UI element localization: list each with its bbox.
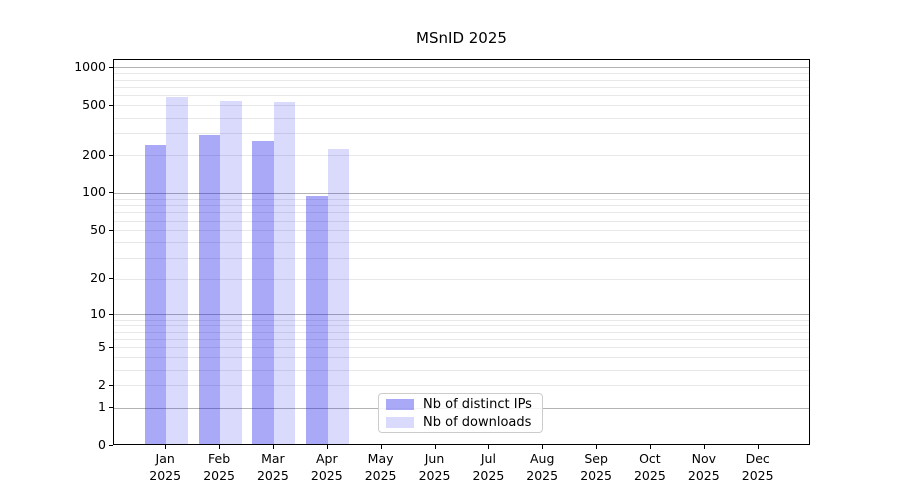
x-tick-mark bbox=[542, 445, 544, 449]
y-tick-label: 100 bbox=[82, 184, 106, 199]
x-tick-mark bbox=[757, 445, 759, 449]
minor-gridline bbox=[114, 118, 809, 119]
legend-item-distinct-ips: Nb of distinct IPs bbox=[386, 397, 542, 412]
minor-gridline bbox=[114, 80, 809, 81]
minor-gridline bbox=[114, 370, 809, 371]
minor-gridline bbox=[114, 205, 809, 206]
minor-gridline bbox=[114, 105, 809, 106]
legend-label-distinct-ips: Nb of distinct IPs bbox=[423, 396, 532, 412]
x-tick-mark bbox=[165, 445, 167, 449]
y-tick-mark bbox=[109, 230, 113, 231]
minor-gridline bbox=[114, 347, 809, 348]
chart-title: MSnID 2025 bbox=[416, 29, 507, 47]
y-tick-label: 200 bbox=[82, 147, 106, 162]
minor-gridline bbox=[114, 133, 809, 134]
minor-gridline bbox=[114, 258, 809, 259]
x-tick-mark bbox=[703, 445, 705, 449]
y-tick-mark bbox=[109, 67, 113, 68]
minor-gridline bbox=[114, 155, 809, 156]
minor-gridline bbox=[114, 242, 809, 243]
bar-downloads bbox=[273, 101, 296, 444]
bar-distinct-ips bbox=[198, 135, 221, 444]
y-tick-label: 2 bbox=[98, 377, 106, 392]
x-tick-mark bbox=[649, 445, 651, 449]
plot-area bbox=[113, 59, 810, 445]
y-tick-mark bbox=[109, 192, 113, 193]
y-tick-label: 1000 bbox=[74, 59, 106, 74]
x-tick-label: Oct 2025 bbox=[633, 451, 666, 483]
legend-label-downloads: Nb of downloads bbox=[423, 414, 532, 430]
bar-distinct-ips bbox=[306, 196, 328, 444]
x-tick-label: Nov 2025 bbox=[687, 451, 720, 483]
x-tick-label: Apr 2025 bbox=[310, 451, 343, 483]
y-tick-mark bbox=[109, 155, 113, 156]
minor-gridline bbox=[114, 332, 809, 333]
x-tick-label: Jun 2025 bbox=[418, 451, 451, 483]
bar-downloads bbox=[220, 100, 242, 444]
bar-distinct-ips bbox=[144, 144, 167, 444]
minor-gridline bbox=[114, 199, 809, 200]
minor-gridline bbox=[114, 95, 809, 96]
bar-distinct-ips bbox=[252, 141, 274, 444]
y-tick-label: 5 bbox=[98, 339, 106, 354]
x-tick-label: Feb 2025 bbox=[203, 451, 235, 483]
x-tick-label: Dec 2025 bbox=[741, 451, 774, 483]
x-tick-mark bbox=[272, 445, 274, 449]
minor-gridline bbox=[114, 325, 809, 326]
y-tick-label: 1 bbox=[98, 399, 106, 414]
x-tick-label: Mar 2025 bbox=[256, 451, 289, 483]
minor-gridline bbox=[114, 339, 809, 340]
y-tick-mark bbox=[109, 105, 113, 106]
minor-gridline bbox=[114, 320, 809, 321]
x-tick-label: May 2025 bbox=[364, 451, 397, 483]
major-gridline bbox=[114, 193, 809, 194]
x-tick-mark bbox=[596, 445, 598, 449]
y-tick-label: 0 bbox=[98, 437, 106, 452]
x-tick-mark bbox=[380, 445, 382, 449]
y-tick-mark bbox=[109, 407, 113, 408]
minor-gridline bbox=[114, 212, 809, 213]
major-gridline bbox=[114, 67, 809, 68]
minor-gridline bbox=[114, 73, 809, 74]
x-tick-label: Sep 2025 bbox=[580, 451, 612, 483]
minor-gridline bbox=[114, 385, 809, 386]
legend-swatch-distinct-ips bbox=[386, 398, 414, 410]
y-tick-label: 500 bbox=[82, 97, 106, 112]
y-tick-label: 20 bbox=[90, 270, 106, 285]
y-tick-mark bbox=[109, 278, 113, 279]
minor-gridline bbox=[114, 221, 809, 222]
y-tick-mark bbox=[109, 347, 113, 348]
minor-gridline bbox=[114, 357, 809, 358]
x-tick-mark bbox=[326, 445, 328, 449]
y-tick-mark bbox=[109, 445, 113, 446]
x-tick-label: Aug 2025 bbox=[526, 451, 559, 483]
bar-downloads bbox=[327, 149, 350, 444]
major-gridline bbox=[114, 314, 809, 315]
legend: Nb of distinct IPs Nb of downloads bbox=[378, 393, 543, 433]
minor-gridline bbox=[114, 87, 809, 88]
x-tick-label: Jan 2025 bbox=[149, 451, 182, 483]
y-tick-label: 10 bbox=[90, 306, 106, 321]
legend-item-downloads: Nb of downloads bbox=[386, 415, 542, 430]
y-tick-mark bbox=[109, 385, 113, 386]
x-tick-label: Jul 2025 bbox=[472, 451, 505, 483]
bar-downloads bbox=[166, 97, 188, 444]
minor-gridline bbox=[114, 279, 809, 280]
legend-swatch-downloads bbox=[386, 416, 414, 428]
y-tick-mark bbox=[109, 314, 113, 315]
y-tick-label: 50 bbox=[90, 222, 106, 237]
minor-gridline bbox=[114, 230, 809, 231]
x-tick-mark bbox=[219, 445, 221, 449]
x-tick-mark bbox=[488, 445, 490, 449]
x-tick-mark bbox=[434, 445, 436, 449]
